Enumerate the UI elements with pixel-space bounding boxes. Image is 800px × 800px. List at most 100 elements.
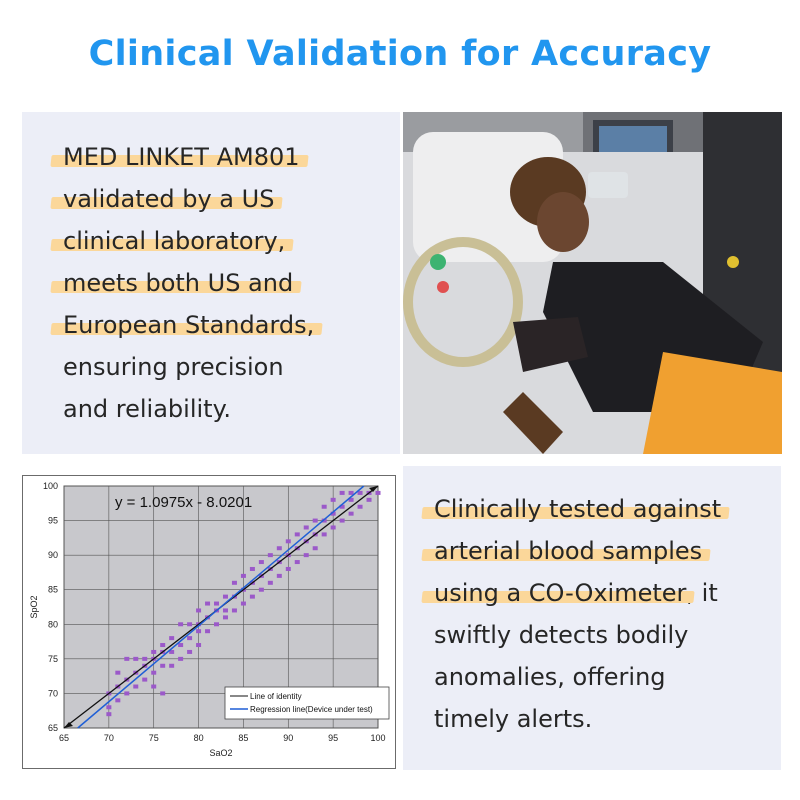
data-point	[357, 504, 363, 509]
data-point	[303, 525, 309, 530]
data-point	[169, 649, 175, 654]
text-line: validated by a US	[63, 185, 275, 213]
text-line: clinical laboratory,	[63, 227, 286, 255]
data-point	[348, 490, 354, 495]
page-title: Clinical Validation for Accuracy	[88, 34, 712, 74]
text-line: swiftly detects bodily	[434, 621, 689, 649]
data-point	[330, 497, 336, 502]
data-point	[151, 684, 157, 689]
text-line: timely alerts.	[434, 705, 593, 733]
x-tick-label: 75	[149, 733, 159, 743]
text-line: Clinically tested against	[434, 495, 722, 523]
legend-regression-label: Regression line(Device under test)	[250, 705, 373, 714]
data-point	[187, 622, 193, 627]
validation-text-panel: MED LINKET AM801 validated by a US clini…	[22, 112, 400, 454]
regression-equation: y = 1.0975x - 8.0201	[115, 494, 252, 511]
text-line: and reliability.	[63, 395, 231, 423]
data-point	[249, 566, 255, 571]
data-point	[133, 684, 139, 689]
data-point	[151, 649, 157, 654]
data-point	[375, 490, 381, 495]
data-point	[303, 553, 309, 558]
data-point	[321, 518, 327, 523]
y-tick-label: 100	[43, 481, 58, 491]
x-tick-label: 100	[370, 733, 385, 743]
x-tick-label: 90	[283, 733, 293, 743]
data-point	[178, 622, 184, 627]
data-point	[151, 670, 157, 675]
data-point	[142, 677, 148, 682]
identity-arrow-end	[369, 486, 378, 492]
data-point	[115, 698, 121, 703]
data-point	[160, 663, 166, 668]
data-point	[366, 497, 372, 502]
data-point	[276, 546, 282, 551]
data-point	[205, 629, 211, 634]
data-point	[178, 643, 184, 648]
data-points	[106, 490, 381, 717]
regression-line	[77, 485, 365, 729]
data-point	[276, 573, 282, 578]
data-point	[294, 532, 300, 537]
patient-in-hospital-bed-photo	[403, 112, 782, 454]
y-tick-label: 65	[48, 723, 58, 733]
data-point	[321, 504, 327, 509]
text-line: European Standards,	[63, 311, 315, 339]
text-line: anomalies, offering	[434, 663, 666, 691]
data-point	[267, 580, 273, 585]
data-point	[124, 691, 130, 696]
data-point	[160, 643, 166, 648]
data-point	[249, 594, 255, 599]
chart-svg: 65 70 75 80 85 90 95 100 65 70 75 80 85 90 95 100 y = 1…	[29, 481, 390, 758]
y-tick-label: 80	[48, 619, 58, 629]
data-point	[222, 594, 228, 599]
tick-labels: 65 70 75 80 85 90 95 100 65 70 75 80 85 90 95 100	[43, 481, 386, 743]
data-point	[357, 490, 363, 495]
legend-identity-label: Line of identity	[250, 692, 302, 701]
text-line: arterial blood samples	[434, 537, 703, 565]
text-line-highlight: using a CO-Oximeter	[434, 579, 687, 607]
data-point	[196, 643, 202, 648]
data-point	[258, 587, 264, 592]
grid	[63, 485, 379, 729]
data-point	[231, 580, 237, 585]
data-point	[339, 504, 345, 509]
data-point	[330, 525, 336, 530]
text-line: ensuring precision	[63, 353, 284, 381]
data-point	[196, 629, 202, 634]
x-axis-label: SaO2	[209, 748, 232, 758]
scatter-chart: 65 70 75 80 85 90 95 100 65 70 75 80 85 90 95 100 y = 1…	[22, 475, 396, 769]
data-point	[267, 553, 273, 558]
y-tick-label: 85	[48, 585, 58, 595]
data-point	[133, 656, 139, 661]
data-point	[214, 601, 220, 606]
testing-text-panel: Clinically tested against arterial blood…	[403, 466, 781, 770]
data-point	[321, 532, 327, 537]
data-point	[285, 539, 291, 544]
data-point	[222, 608, 228, 613]
data-point	[312, 546, 318, 551]
data-point	[258, 560, 264, 565]
legend: Line of identity Regression line(Device …	[224, 686, 390, 720]
data-point	[285, 566, 291, 571]
data-point	[339, 490, 345, 495]
validation-text: MED LINKET AM801 validated by a US clini…	[63, 136, 314, 430]
data-point	[348, 511, 354, 516]
data-point	[106, 712, 112, 717]
data-point	[294, 560, 300, 565]
data-point	[339, 518, 345, 523]
data-point	[115, 670, 121, 675]
testing-text: Clinically tested against arterial blood…	[434, 488, 721, 740]
photo-illustration	[403, 112, 782, 454]
data-point	[187, 636, 193, 641]
data-point	[240, 601, 246, 606]
data-point	[312, 518, 318, 523]
x-tick-label: 85	[238, 733, 248, 743]
identity-arrow-start	[64, 722, 73, 728]
data-point	[222, 615, 228, 620]
data-point	[348, 497, 354, 502]
data-point	[178, 656, 184, 661]
data-point	[187, 649, 193, 654]
data-point	[142, 656, 148, 661]
y-axis-label: SpO2	[29, 595, 39, 618]
